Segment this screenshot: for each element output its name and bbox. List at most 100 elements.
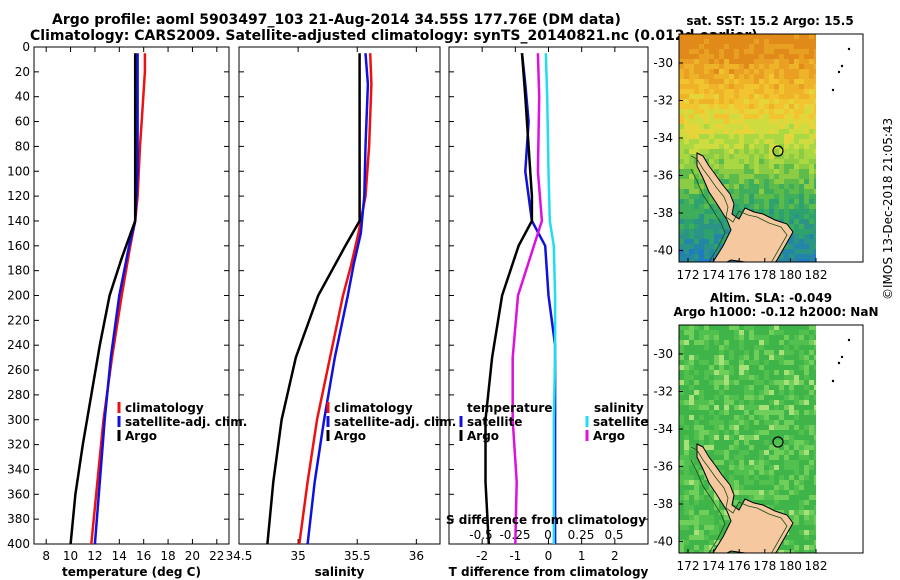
map-cell [709, 405, 714, 410]
map-cell [709, 84, 714, 89]
map-cell [724, 395, 729, 400]
map-cell [779, 420, 784, 425]
map-cell [799, 545, 804, 550]
map-cell [774, 430, 779, 435]
map-cell [804, 159, 809, 164]
map-cell [714, 460, 719, 465]
map-cell [719, 330, 724, 335]
map-cell [694, 500, 699, 505]
map-cell [789, 204, 794, 209]
map-cell [704, 109, 709, 114]
map-cell [814, 480, 816, 485]
map-cell [769, 49, 774, 54]
map-cell [779, 460, 784, 465]
map-cell [754, 420, 759, 425]
map-cell [799, 360, 804, 365]
map-cell [724, 465, 729, 470]
map-cell [789, 475, 794, 480]
map-cell [804, 500, 809, 505]
map-cell [724, 410, 729, 415]
map-cell [739, 199, 744, 204]
map-cell [774, 420, 779, 425]
map-cell [789, 360, 794, 365]
map-cell [694, 104, 699, 109]
map-cell [739, 164, 744, 169]
map-cell [699, 184, 704, 189]
map-cell [814, 249, 816, 254]
map-cell [774, 445, 779, 450]
map-cell [694, 465, 699, 470]
map-cell [769, 335, 774, 340]
map-cell [744, 435, 749, 440]
map-cell [744, 134, 749, 139]
map-cell [809, 104, 814, 109]
map-cell [799, 410, 804, 415]
map-cell [709, 144, 714, 149]
map-cell [724, 154, 729, 159]
map-cell [679, 69, 684, 74]
map-cell [739, 405, 744, 410]
map-cell [779, 450, 784, 455]
map-x-tick-label: 172 [677, 268, 700, 282]
map-cell [789, 169, 794, 174]
map-cell [739, 134, 744, 139]
map-cell [709, 49, 714, 54]
map-cell [754, 450, 759, 455]
map-cell [814, 44, 816, 49]
map-cell [714, 119, 719, 124]
map-cell [774, 350, 779, 355]
map-cell [684, 164, 689, 169]
map-cell [774, 89, 779, 94]
map-cell [789, 550, 794, 553]
map-cell [739, 84, 744, 89]
map-cell [769, 119, 774, 124]
map-cell [794, 104, 799, 109]
map-cell [754, 455, 759, 460]
map-cell [709, 94, 714, 99]
map-cell [799, 109, 804, 114]
map-cell [739, 395, 744, 400]
map-cell [769, 159, 774, 164]
map-cell [719, 64, 724, 69]
map-cell [739, 425, 744, 430]
map-cell [769, 355, 774, 360]
map-cell [784, 74, 789, 79]
map-cell [739, 335, 744, 340]
map-cell [744, 495, 749, 500]
map-cell [759, 54, 764, 59]
map-cell [749, 184, 754, 189]
map-cell [714, 69, 719, 74]
map-cell [759, 375, 764, 380]
map-cell [789, 495, 794, 500]
map-cell [804, 380, 809, 385]
map-cell [774, 370, 779, 375]
map-cell [699, 174, 704, 179]
map-cell [684, 380, 689, 385]
map-cell [784, 335, 789, 340]
map-cell [814, 465, 816, 470]
map-cell [794, 335, 799, 340]
map-cell [769, 490, 774, 495]
map-cell [694, 179, 699, 184]
map-cell [749, 325, 754, 330]
map-cell [699, 99, 704, 104]
map-cell [714, 44, 719, 49]
map-cell [779, 470, 784, 475]
map-cell [809, 144, 814, 149]
map-cell [799, 64, 804, 69]
map-cell [704, 144, 709, 149]
map-cell [734, 189, 739, 194]
map-cell [719, 335, 724, 340]
map-cell [749, 74, 754, 79]
map-cell [804, 465, 809, 470]
map-cell [694, 239, 699, 244]
legend-label: satellite-adj. clim. [334, 415, 456, 429]
map-cell [789, 54, 794, 59]
sla-map-subtitle: Argo h1000: -0.12 h2000: NaN [673, 305, 878, 319]
map-cell [784, 124, 789, 129]
map-cell [679, 129, 684, 134]
map-cell [694, 84, 699, 89]
map-cell [744, 129, 749, 134]
map-cell [724, 405, 729, 410]
map-cell [804, 400, 809, 405]
